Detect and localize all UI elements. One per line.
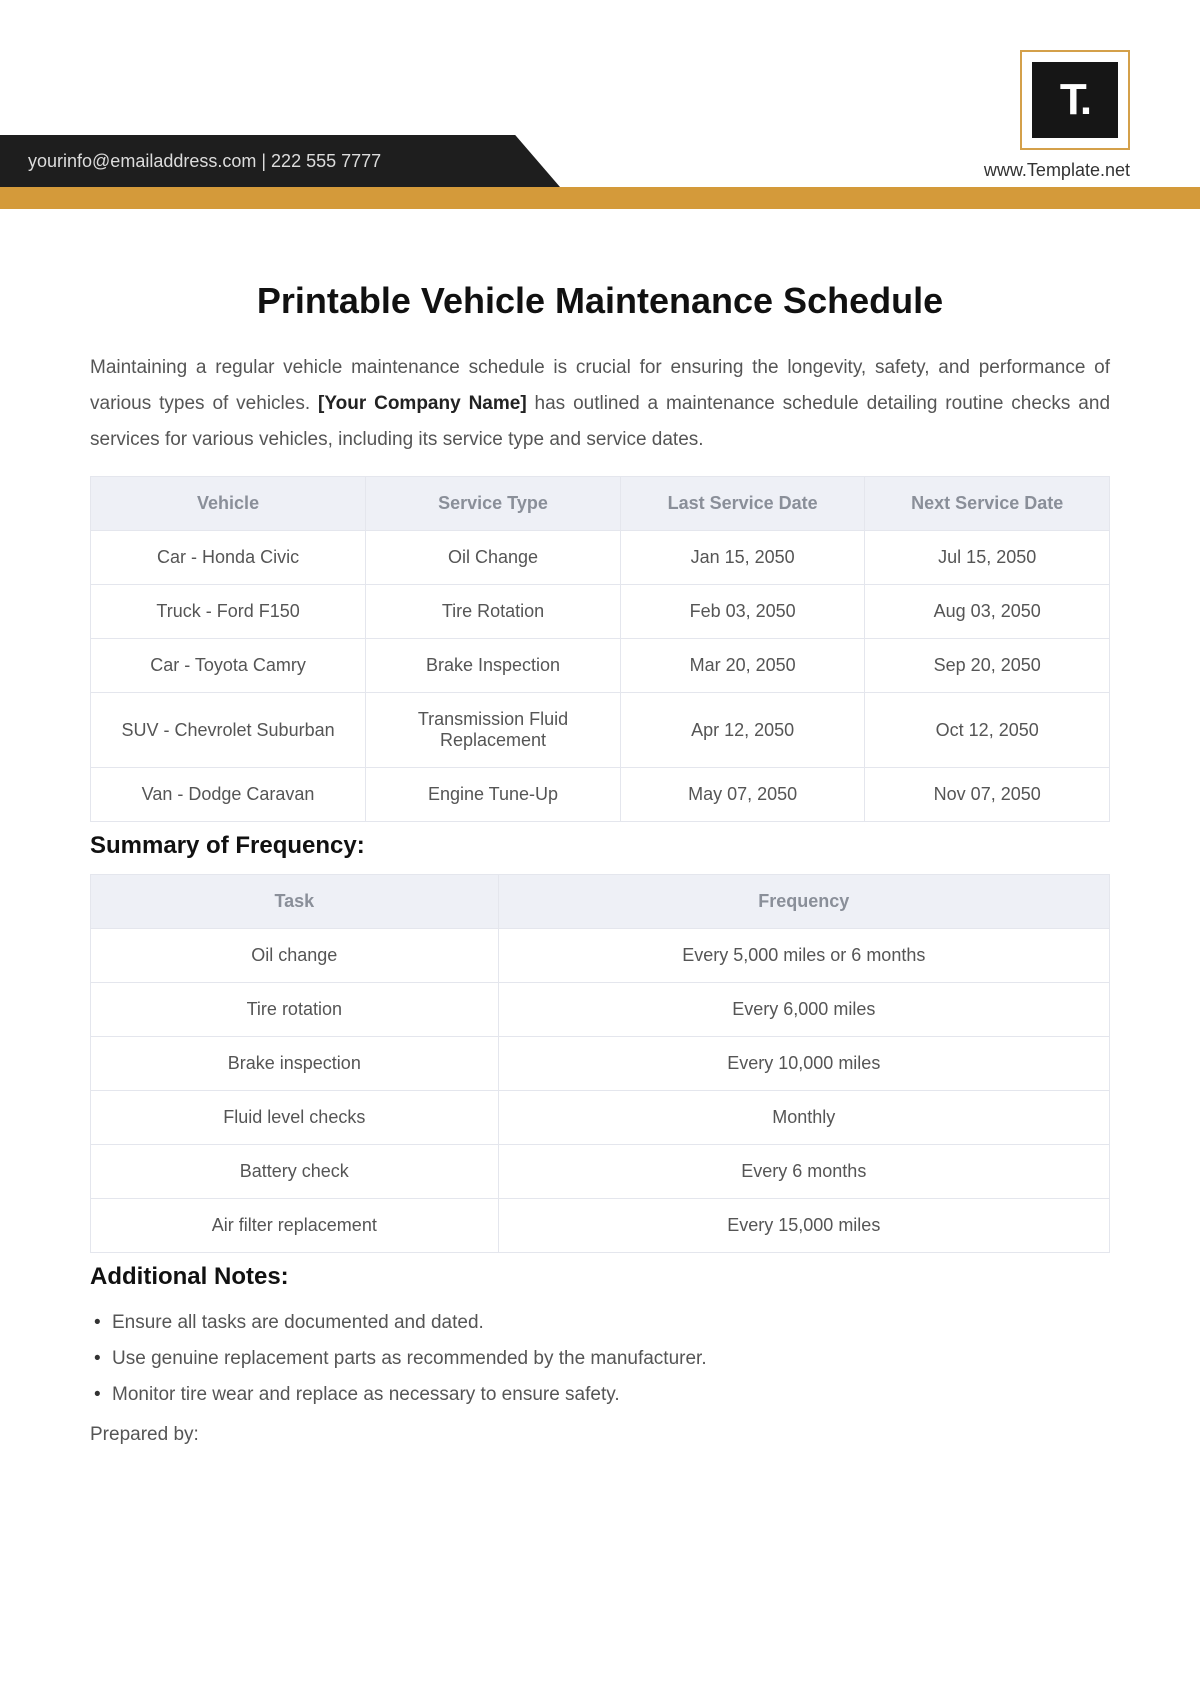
schedule-table: Vehicle Service Type Last Service Date N… xyxy=(90,476,1110,822)
cell: Feb 03, 2050 xyxy=(620,585,865,639)
freq-col-task: Task xyxy=(91,875,499,929)
schedule-col-vehicle: Vehicle xyxy=(91,477,366,531)
contact-ribbon: yourinfo@emailaddress.com | 222 555 7777 xyxy=(0,135,560,187)
intro-company-placeholder: [Your Company Name] xyxy=(318,393,527,414)
summary-heading: Summary of Frequency: xyxy=(90,832,1110,860)
cell: Sep 20, 2050 xyxy=(865,639,1110,693)
table-row: SUV - Chevrolet Suburban Transmission Fl… xyxy=(91,693,1110,768)
contact-line: yourinfo@emailaddress.com | 222 555 7777 xyxy=(28,151,381,172)
cell: Aug 03, 2050 xyxy=(865,585,1110,639)
schedule-col-last-date: Last Service Date xyxy=(620,477,865,531)
notes-list: Ensure all tasks are documented and date… xyxy=(90,1305,1110,1413)
schedule-col-service-type: Service Type xyxy=(366,477,621,531)
table-row: Air filter replacement Every 15,000 mile… xyxy=(91,1199,1110,1253)
document-content: Printable Vehicle Maintenance Schedule M… xyxy=(0,200,1200,1446)
cell: Engine Tune-Up xyxy=(366,768,621,822)
table-row: Oil change Every 5,000 miles or 6 months xyxy=(91,929,1110,983)
cell: Every 6 months xyxy=(498,1145,1109,1199)
cell: Mar 20, 2050 xyxy=(620,639,865,693)
table-row: Truck - Ford F150 Tire Rotation Feb 03, … xyxy=(91,585,1110,639)
cell: Oil Change xyxy=(366,531,621,585)
cell: Jan 15, 2050 xyxy=(620,531,865,585)
cell: Truck - Ford F150 xyxy=(91,585,366,639)
table-row: Car - Toyota Camry Brake Inspection Mar … xyxy=(91,639,1110,693)
cell: Brake inspection xyxy=(91,1037,499,1091)
cell: Every 15,000 miles xyxy=(498,1199,1109,1253)
cell: Every 6,000 miles xyxy=(498,983,1109,1037)
table-row: Fluid level checks Monthly xyxy=(91,1091,1110,1145)
header-band: T. yourinfo@emailaddress.com | 222 555 7… xyxy=(0,0,1200,200)
cell: Every 5,000 miles or 6 months xyxy=(498,929,1109,983)
table-row: Brake inspection Every 10,000 miles xyxy=(91,1037,1110,1091)
website-url: www.Template.net xyxy=(984,160,1130,181)
cell: Brake Inspection xyxy=(366,639,621,693)
page-title: Printable Vehicle Maintenance Schedule xyxy=(90,280,1110,322)
table-row: Van - Dodge Caravan Engine Tune-Up May 0… xyxy=(91,768,1110,822)
table-row: Battery check Every 6 months xyxy=(91,1145,1110,1199)
cell: Battery check xyxy=(91,1145,499,1199)
table-row: Tire rotation Every 6,000 miles xyxy=(91,983,1110,1037)
intro-paragraph: Maintaining a regular vehicle maintenanc… xyxy=(90,350,1110,458)
cell: Air filter replacement xyxy=(91,1199,499,1253)
gold-bar xyxy=(0,187,1200,209)
cell: Tire Rotation xyxy=(366,585,621,639)
cell: Jul 15, 2050 xyxy=(865,531,1110,585)
cell: Tire rotation xyxy=(91,983,499,1037)
frequency-table: Task Frequency Oil change Every 5,000 mi… xyxy=(90,874,1110,1253)
cell: Every 10,000 miles xyxy=(498,1037,1109,1091)
cell: Oil change xyxy=(91,929,499,983)
freq-col-frequency: Frequency xyxy=(498,875,1109,929)
logo-text: T. xyxy=(1032,62,1118,138)
cell: SUV - Chevrolet Suburban xyxy=(91,693,366,768)
schedule-col-next-date: Next Service Date xyxy=(865,477,1110,531)
logo-box: T. xyxy=(1020,50,1130,150)
list-item: Ensure all tasks are documented and date… xyxy=(90,1305,1110,1341)
cell: Car - Honda Civic xyxy=(91,531,366,585)
cell: Oct 12, 2050 xyxy=(865,693,1110,768)
cell: Monthly xyxy=(498,1091,1109,1145)
list-item: Monitor tire wear and replace as necessa… xyxy=(90,1377,1110,1413)
cell: May 07, 2050 xyxy=(620,768,865,822)
prepared-by-label: Prepared by: xyxy=(90,1424,1110,1446)
cell: Car - Toyota Camry xyxy=(91,639,366,693)
cell: Fluid level checks xyxy=(91,1091,499,1145)
cell: Nov 07, 2050 xyxy=(865,768,1110,822)
table-row: Car - Honda Civic Oil Change Jan 15, 205… xyxy=(91,531,1110,585)
cell: Transmission Fluid Replacement xyxy=(366,693,621,768)
cell: Van - Dodge Caravan xyxy=(91,768,366,822)
list-item: Use genuine replacement parts as recomme… xyxy=(90,1341,1110,1377)
cell: Apr 12, 2050 xyxy=(620,693,865,768)
notes-heading: Additional Notes: xyxy=(90,1263,1110,1291)
